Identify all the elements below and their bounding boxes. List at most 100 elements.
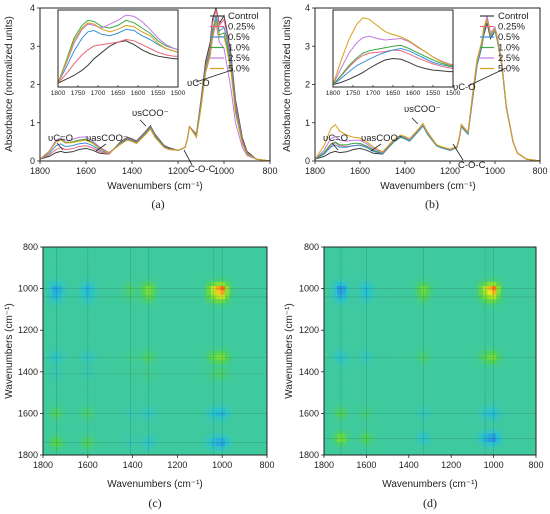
heatmap-cell <box>483 381 488 387</box>
heatmap-cell <box>496 446 502 452</box>
heatmap-cell <box>145 433 151 439</box>
heatmap-cell <box>447 281 453 287</box>
heatmap-cell <box>234 325 240 330</box>
heatmap-cell <box>71 320 77 326</box>
heatmap-cell <box>452 260 457 265</box>
heatmap-cell <box>394 338 400 343</box>
heatmap-cell <box>346 407 351 413</box>
heatmap-cell <box>94 364 100 369</box>
heatmap-cell <box>131 286 137 291</box>
heatmap-cell <box>131 437 137 443</box>
heatmap-cell <box>394 303 400 309</box>
heatmap-cell <box>155 437 161 443</box>
heatmap-cell <box>412 316 418 322</box>
heatmap-cell <box>141 281 147 287</box>
heatmap-cell <box>220 307 226 313</box>
heatmap-cell <box>491 355 497 361</box>
series-line-6 <box>40 21 270 161</box>
heatmap-cell <box>412 407 418 413</box>
heatmap-cell <box>253 307 259 313</box>
heatmap-cell <box>150 303 156 309</box>
heatmap-cell <box>75 251 81 257</box>
heatmap-cell <box>346 247 351 252</box>
heatmap-cell <box>381 247 387 252</box>
heatmap-cell <box>337 338 343 343</box>
heatmap-cell <box>399 277 404 283</box>
heatmap-cell <box>416 420 422 426</box>
heatmap-cell <box>117 377 123 382</box>
heatmap-cell <box>197 424 203 430</box>
heatmap-cell <box>491 277 497 283</box>
heatmap-cell <box>425 294 431 300</box>
heatmap-cell <box>328 359 334 365</box>
heatmap-cell <box>225 264 231 270</box>
heatmap-cell <box>394 364 400 369</box>
heatmap-cell <box>248 320 254 326</box>
heatmap-cell <box>500 351 506 356</box>
heatmap-cell <box>229 346 235 352</box>
heatmap-cell <box>164 342 170 348</box>
heatmap-cell <box>43 251 49 257</box>
heatmap-cell <box>474 372 479 378</box>
heatmap-cell <box>394 247 400 252</box>
heatmap-cell <box>61 446 67 452</box>
heatmap-cell <box>145 407 151 413</box>
heatmap-cell <box>187 260 193 265</box>
heatmap-cell <box>531 442 537 447</box>
heatmap-cell <box>407 437 413 443</box>
heatmap-cell <box>211 251 217 257</box>
heatmap-cell <box>407 411 413 417</box>
heatmap-cell <box>447 338 453 343</box>
heatmap-cell <box>253 390 259 395</box>
heatmap-cell <box>513 299 519 304</box>
heatmap-cell <box>103 407 109 413</box>
heatmap-cell <box>518 346 524 352</box>
heatmap-cell <box>527 442 532 447</box>
heatmap-cell <box>141 346 147 352</box>
heatmap-cell <box>372 251 378 257</box>
heatmap-cell <box>178 281 184 287</box>
heatmap-cell <box>443 255 449 261</box>
heatmap-cell <box>491 320 497 326</box>
heatmap-cell <box>248 294 254 300</box>
heatmap-cell <box>513 277 519 283</box>
heatmap-cell <box>94 372 100 378</box>
heatmap-cell <box>257 338 263 343</box>
heatmap-cell <box>201 260 207 265</box>
heatmap-cell <box>377 346 382 352</box>
heatmap-cell <box>164 390 170 395</box>
heatmap-cell <box>483 359 488 365</box>
heatmap-cell <box>141 329 147 335</box>
heatmap-cell <box>513 398 519 404</box>
heatmap-cell <box>509 307 515 313</box>
heatmap-cell <box>465 433 471 439</box>
heatmap-cell <box>513 355 519 361</box>
heatmap-cell <box>150 268 156 274</box>
heatmap-cell <box>75 442 81 447</box>
heatmap-cell <box>460 346 466 352</box>
heatmap-cell <box>75 351 81 356</box>
heatmap-cell <box>234 394 240 400</box>
heatmap-cell <box>122 398 128 404</box>
heatmap-cell <box>103 372 109 378</box>
heatmap-cell <box>465 281 471 287</box>
heatmap-cell <box>108 286 114 291</box>
heatmap-cell <box>460 359 466 365</box>
heatmap-cell <box>425 437 431 443</box>
heatmap-cell <box>159 442 165 447</box>
heatmap-cell <box>394 420 400 426</box>
heatmap-cell <box>438 355 444 361</box>
heatmap-cell <box>407 299 413 304</box>
heatmap-cell <box>385 273 391 278</box>
heatmap-cell <box>103 377 109 382</box>
heatmap-cell <box>452 437 457 443</box>
heatmap-cell <box>359 286 365 291</box>
heatmap-cell <box>483 385 488 391</box>
heatmap-cell <box>122 264 128 270</box>
heatmap-cell <box>99 442 105 447</box>
heatmap-cell <box>500 329 506 335</box>
heatmap-cell <box>394 260 400 265</box>
heatmap-cell <box>513 351 519 356</box>
heatmap-cell <box>89 333 95 339</box>
heatmap-cell <box>99 359 105 365</box>
